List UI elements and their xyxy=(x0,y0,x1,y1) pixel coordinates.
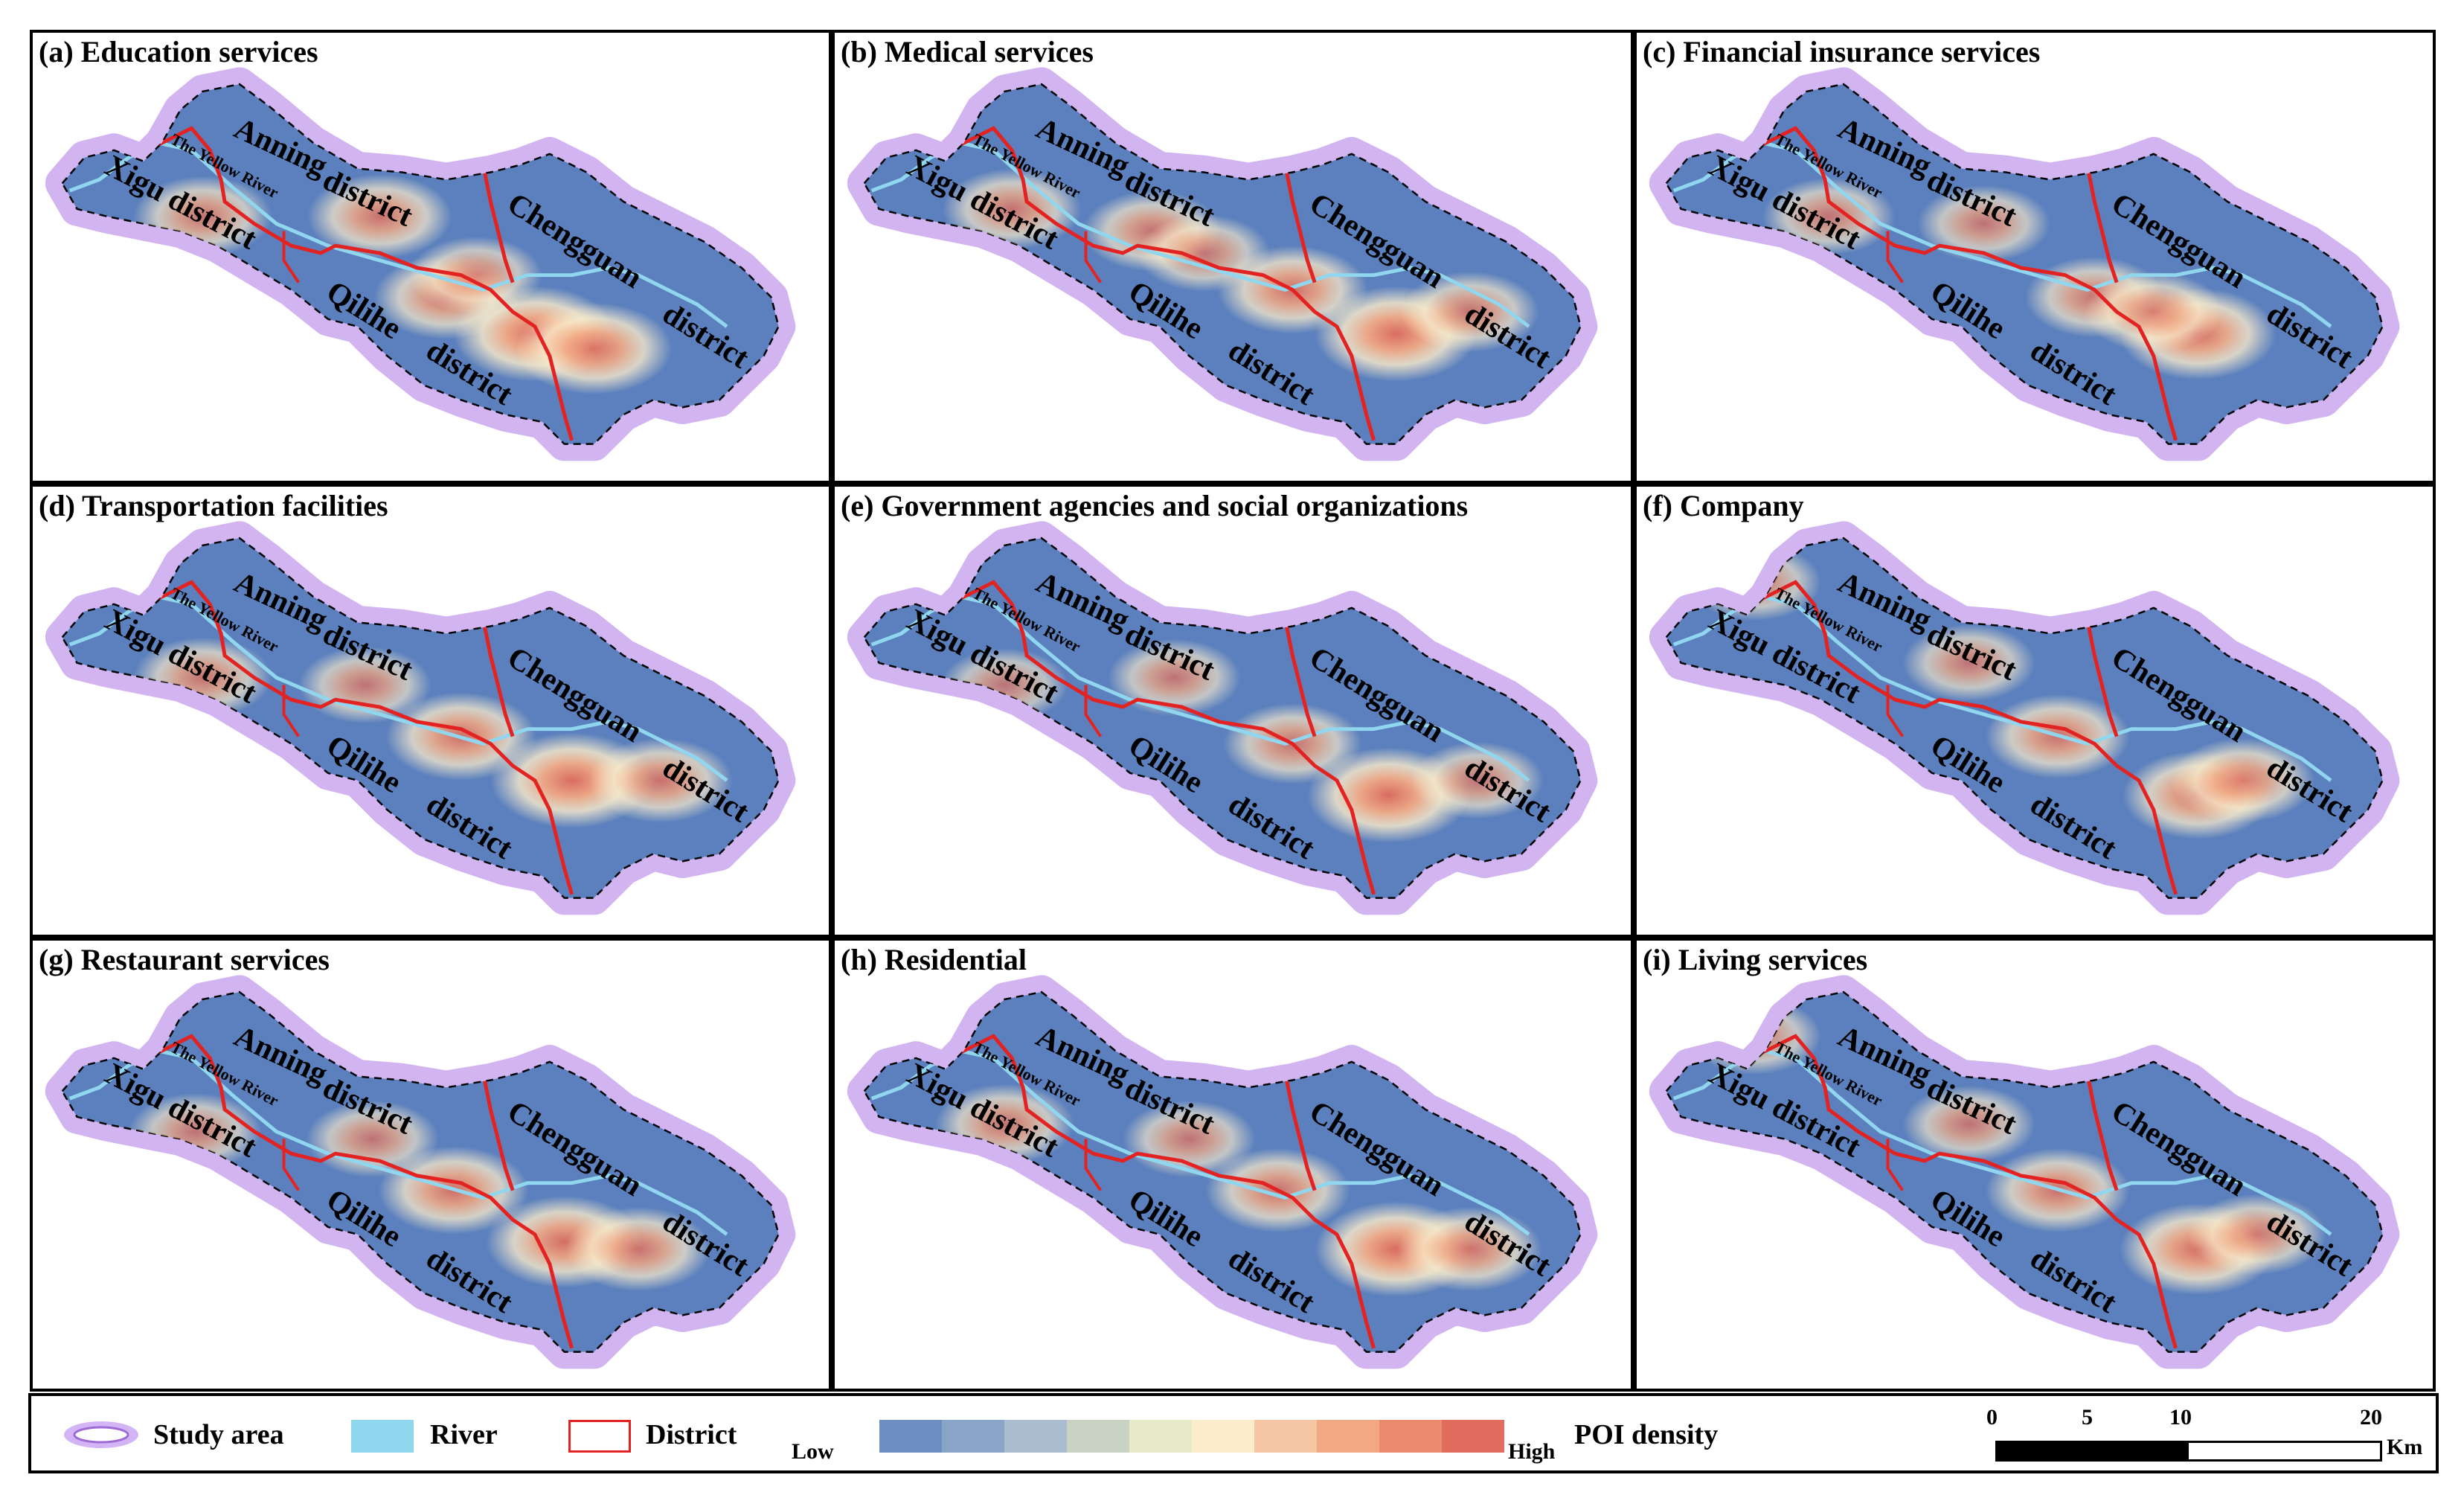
district-boundary-red xyxy=(1084,685,1102,737)
ramp-swatch xyxy=(1379,1420,1442,1453)
district-boundary-red xyxy=(937,126,1376,441)
map-panel-e: (e) Government agencies and social organ… xyxy=(832,484,1634,938)
district-boundary-red xyxy=(1886,685,1904,737)
map-panel-f: (f) Company The Yellow River Anning dist… xyxy=(1634,484,2436,938)
density-hotspot xyxy=(1902,1085,2035,1163)
density-hotspot xyxy=(1397,1206,1542,1292)
density-map: The Yellow River Anning district Xigu di… xyxy=(45,975,796,1369)
density-hotspot xyxy=(2187,1194,2327,1275)
density-map: The Yellow River Anning district Xigu di… xyxy=(1649,975,2400,1369)
density-hotspot xyxy=(516,302,673,395)
density-hotspot xyxy=(2169,738,2315,823)
district-boundary-red xyxy=(282,1139,300,1191)
density-map: The Yellow River Anning district Xigu di… xyxy=(45,521,796,915)
panel-title: (h) Residential xyxy=(841,943,1027,976)
district-boundary-red xyxy=(1283,164,1317,284)
panel-title: (c) Financial insurance services xyxy=(1643,35,2041,68)
density-hotspots xyxy=(1688,543,2315,839)
panel-title: (e) Government agencies and social organ… xyxy=(841,489,1469,522)
scale-tick-0: 0 xyxy=(1986,1405,1998,1430)
scale-tick-5: 5 xyxy=(2082,1405,2093,1430)
density-hotspots xyxy=(940,638,1544,843)
legend-district-label: District xyxy=(646,1419,737,1450)
district-boundary-red xyxy=(135,1034,574,1349)
scale-tick-10: 10 xyxy=(2169,1405,2192,1430)
district-boundary-red xyxy=(2085,618,2119,737)
density-color-ramp xyxy=(879,1420,1504,1453)
district-boundary-red xyxy=(481,164,515,284)
legend-low-label: Low xyxy=(792,1439,834,1464)
district-boundary-red xyxy=(282,231,300,284)
ramp-swatch xyxy=(942,1420,1004,1453)
density-hotspot xyxy=(307,173,452,259)
density-hotspot xyxy=(298,646,431,724)
district-boundary-red xyxy=(1886,1139,1904,1191)
panel-title: (f) Company xyxy=(1643,489,1804,522)
density-hotspot xyxy=(1902,624,2035,702)
panel-title: (d) Transportation facilities xyxy=(39,489,388,522)
legend-poi-density-label: POI density xyxy=(1574,1419,1719,1450)
district-boundary-red xyxy=(937,1034,1376,1349)
district-boundary-red xyxy=(1084,231,1102,284)
ramp-swatch xyxy=(1442,1420,1504,1453)
scale-tick-20: 20 xyxy=(2360,1405,2382,1430)
ramp-swatch xyxy=(1129,1420,1192,1453)
scale-unit-label: Km xyxy=(2387,1435,2423,1459)
district-boundary-red xyxy=(282,685,300,737)
district-swatch xyxy=(568,1420,631,1453)
district-boundary-red xyxy=(937,580,1376,895)
district-boundary-red xyxy=(481,618,515,737)
district-boundary-red xyxy=(481,1072,515,1191)
ramp-swatch xyxy=(879,1420,942,1453)
density-map: The Yellow River Anning district Xigu di… xyxy=(847,975,1598,1369)
map-panel-a: (a) Education services The Yellow River … xyxy=(30,30,832,484)
density-map: The Yellow River Anning district Xigu di… xyxy=(1649,521,2400,915)
density-map: The Yellow River Anning district Xigu di… xyxy=(45,67,796,461)
map-panel-c: (c) Financial insurance services The Yel… xyxy=(1634,30,2436,484)
ramp-swatch xyxy=(1004,1420,1067,1453)
map-panel-d: (d) Transportation facilities The Yellow… xyxy=(30,484,832,938)
district-boundary-red xyxy=(2085,1072,2119,1191)
panel-title: (i) Living services xyxy=(1643,943,1868,976)
panel-title: (g) Restaurant services xyxy=(39,943,330,976)
district-boundary-red xyxy=(1739,580,2178,895)
density-hotspot xyxy=(409,236,542,314)
density-hotspot xyxy=(565,1206,711,1292)
map-panel-b: (b) Medical services The Yellow River An… xyxy=(832,30,1634,484)
panel-title: (b) Medical services xyxy=(841,35,1094,68)
ramp-swatch xyxy=(1317,1420,1379,1453)
ramp-swatch xyxy=(1192,1420,1254,1453)
study-area-icon xyxy=(64,1421,138,1448)
district-boundary-red xyxy=(135,580,574,895)
density-hotspot xyxy=(1108,638,1241,717)
map-panel-i: (i) Living services The Yellow River Ann… xyxy=(1634,938,2436,1392)
density-map: The Yellow River Anning district Xigu di… xyxy=(847,67,1598,461)
map-panel-h: (h) Residential The Yellow River Anning … xyxy=(832,938,1634,1392)
ramp-swatch xyxy=(1067,1420,1129,1453)
legend-river-label: River xyxy=(430,1419,498,1450)
density-map: The Yellow River Anning district Xigu di… xyxy=(847,521,1598,915)
district-boundary-red xyxy=(135,126,574,441)
river-swatch xyxy=(351,1420,414,1453)
district-boundary-red xyxy=(1739,1034,2178,1349)
panel-title: (a) Education services xyxy=(39,35,318,68)
density-map: The Yellow River Anning district Xigu di… xyxy=(1649,67,2400,461)
ramp-swatch xyxy=(1254,1420,1317,1453)
legend-high-label: High xyxy=(1508,1439,1556,1464)
district-boundary-red xyxy=(1084,1139,1102,1191)
district-boundary-red xyxy=(1886,231,1904,284)
scale-bar xyxy=(1995,1441,2382,1462)
density-hotspot xyxy=(1400,271,1539,353)
district-boundary-red xyxy=(1739,126,2178,441)
density-hotspot xyxy=(942,168,1082,250)
district-boundary-red xyxy=(1283,1072,1317,1191)
district-boundary-red xyxy=(1283,618,1317,737)
density-hotspot xyxy=(1917,185,2050,263)
map-panel-g: (g) Restaurant services The Yellow River… xyxy=(30,938,832,1392)
district-boundary-red xyxy=(2085,164,2119,284)
density-hotspot xyxy=(2084,271,2224,353)
legend-study-area-label: Study area xyxy=(153,1419,284,1450)
density-hotspot xyxy=(1411,741,1544,819)
map-legend: Study area River District Low High POI d… xyxy=(28,1393,2439,1473)
